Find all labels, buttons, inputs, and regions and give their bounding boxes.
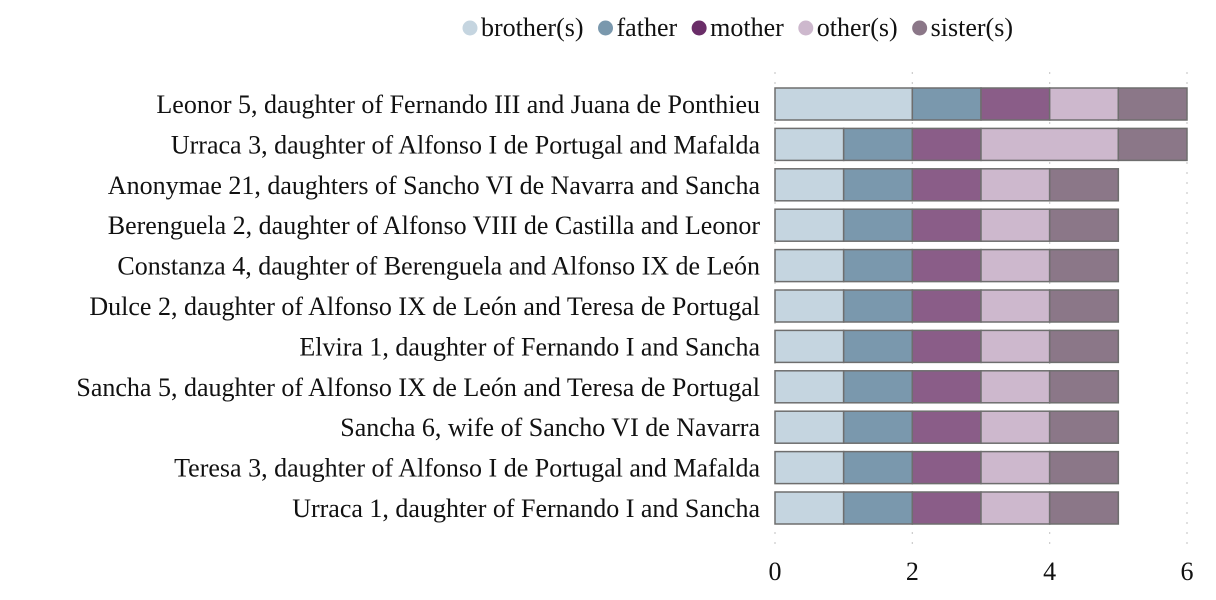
bar-segment-mother <box>911 208 982 242</box>
bar-segment-brothers <box>774 491 845 525</box>
bar-segment-others <box>980 370 1051 404</box>
bar-segment-father <box>842 450 914 485</box>
bar-segment-father <box>842 208 914 242</box>
legend-marker <box>462 20 478 36</box>
bar-segment-brothers <box>774 168 845 202</box>
bar-segment-mother <box>911 127 982 162</box>
bar-segment-sisters <box>1048 168 1120 202</box>
bar-segment-father <box>842 329 914 364</box>
bar-segment-mother <box>911 450 982 485</box>
bar-segment-sisters <box>1048 248 1120 283</box>
bar-segment-sisters <box>1048 410 1120 444</box>
bar-segment-sisters <box>1048 329 1120 364</box>
legend-marker <box>798 20 814 36</box>
bar-segment-others <box>980 289 1051 323</box>
bar-segment-brothers <box>774 370 845 404</box>
x-tick-label: 4 <box>1043 557 1056 586</box>
bar-segment-mother <box>911 168 982 202</box>
bar-segment-brothers <box>774 248 845 283</box>
bar-segment-mother <box>911 491 982 525</box>
category-label: Sancha 5, daughter of Alfonso IX de León… <box>76 373 760 402</box>
bar-segment-others <box>980 208 1051 242</box>
bar-segment-brothers <box>774 127 845 162</box>
category-label: Teresa 3, daughter of Alfonso I de Portu… <box>174 454 760 483</box>
category-label: Leonor 5, daughter of Fernando III and J… <box>156 90 760 119</box>
category-label: Dulce 2, daughter of Alfonso IX de León … <box>89 292 760 321</box>
bar-segment-brothers <box>774 450 845 485</box>
legend-label: sister(s) <box>931 13 1013 42</box>
bar-segment-others <box>980 248 1051 283</box>
bar-segment-mother <box>911 370 982 404</box>
category-label: Urraca 3, daughter of Alfonso I de Portu… <box>171 130 761 159</box>
bar-segment-father <box>842 127 914 162</box>
bar-segment-mother <box>911 410 982 444</box>
bar-segment-father <box>842 370 914 404</box>
category-label: Elvira 1, daughter of Fernando I and San… <box>299 332 760 361</box>
bar-segment-sisters <box>1048 289 1120 323</box>
bar-segment-others <box>980 127 1120 162</box>
bar-segment-father <box>842 248 914 283</box>
legend-marker <box>691 20 707 36</box>
legend-label: other(s) <box>817 13 898 42</box>
legend-label: brother(s) <box>481 13 584 42</box>
x-tick-label: 6 <box>1181 557 1194 586</box>
bar-segment-mother <box>911 289 982 323</box>
category-labels: Leonor 5, daughter of Fernando III and J… <box>76 90 760 523</box>
bar-segment-father <box>842 410 914 444</box>
x-tick-label: 2 <box>906 557 919 586</box>
bar-segment-others <box>1048 87 1120 121</box>
legend-marker <box>912 20 928 36</box>
bar-segment-brothers <box>774 208 845 242</box>
bar-segment-brothers <box>774 329 845 364</box>
bar-segment-others <box>980 410 1051 444</box>
bar-segment-others <box>980 329 1051 364</box>
x-tick-label: 0 <box>769 557 782 586</box>
x-axis-ticks: 0 2 4 6 <box>769 557 1194 586</box>
bars <box>774 87 1188 525</box>
bar-segment-sisters <box>1117 127 1188 162</box>
category-label: Constanza 4, daughter of Berenguela and … <box>117 252 760 281</box>
bar-segment-others <box>980 491 1051 525</box>
bar-segment-others <box>980 450 1051 485</box>
bar-segment-brothers <box>774 410 845 444</box>
bar-segment-mother <box>911 329 982 364</box>
bar-segment-father <box>842 289 914 323</box>
bar-segment-father <box>842 168 914 202</box>
legend: brother(s) father mother other(s) sister(s) <box>462 13 1013 42</box>
bar-segment-mother <box>980 87 1051 121</box>
legend-label: father <box>617 13 678 42</box>
bar-segment-brothers <box>774 87 914 121</box>
bar-segment-brothers <box>774 289 845 323</box>
bar-segment-mother <box>911 248 982 283</box>
bar-segment-sisters <box>1048 208 1120 242</box>
category-label: Anonymae 21, daughters of Sancho VI de N… <box>108 171 761 200</box>
category-label: Berenguela 2, daughter of Alfonso VIII d… <box>108 211 761 240</box>
category-label: Urraca 1, daughter of Fernando I and San… <box>292 494 760 523</box>
bar-segment-sisters <box>1048 491 1120 525</box>
bar-segment-sisters <box>1048 370 1120 404</box>
bar-segment-father <box>842 491 914 525</box>
bar-segment-sisters <box>1117 87 1188 121</box>
bar-segment-sisters <box>1048 450 1120 485</box>
category-label: Sancha 6, wife of Sancho VI de Navarra <box>340 413 760 442</box>
legend-marker <box>598 20 614 36</box>
bar-segment-father <box>911 87 982 121</box>
bar-segment-others <box>980 168 1051 202</box>
legend-label: mother <box>710 13 784 42</box>
